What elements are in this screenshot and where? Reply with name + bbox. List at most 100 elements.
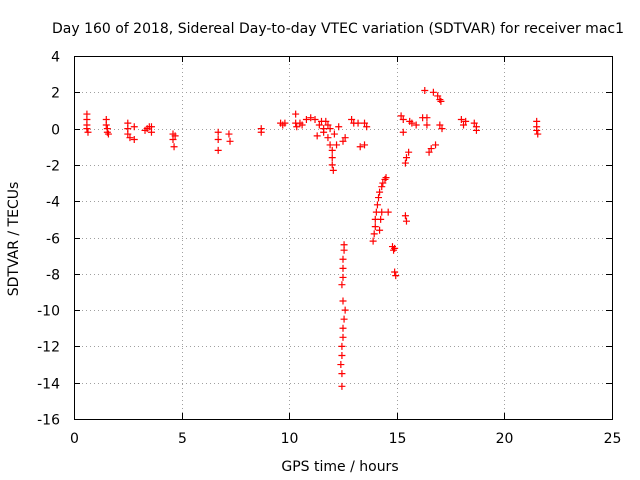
data-point [340, 315, 348, 323]
data-point [402, 154, 410, 162]
data-point [384, 208, 392, 216]
data-point [315, 121, 323, 129]
data-point [338, 281, 346, 289]
data-point [425, 148, 433, 156]
data-point [376, 188, 384, 196]
data-point [328, 161, 336, 169]
data-point [333, 141, 341, 149]
x-tick-label: 20 [496, 431, 514, 447]
data-point [361, 141, 369, 149]
y-tick-label: 4 [51, 50, 60, 66]
data-point [427, 145, 435, 153]
data-point [390, 246, 398, 254]
data-point [533, 126, 541, 134]
data-point [348, 116, 356, 124]
data-point [376, 226, 384, 234]
data-point [130, 123, 138, 131]
data-point [391, 244, 399, 252]
data-point [405, 148, 413, 156]
data-point [326, 141, 334, 149]
data-point [324, 134, 332, 142]
x-tick-label: 10 [281, 431, 299, 447]
data-point [392, 272, 400, 280]
data-point [470, 119, 478, 127]
y-tick-label: -12 [37, 340, 60, 356]
data-point [169, 135, 177, 143]
data-point [84, 128, 92, 136]
data-point [293, 123, 301, 131]
data-point [257, 128, 265, 136]
data-point [371, 223, 379, 231]
data-point [402, 217, 410, 225]
data-point [356, 143, 364, 151]
data-point [214, 146, 222, 154]
data-points [83, 86, 542, 390]
data-point [339, 324, 347, 332]
x-tick-label: 15 [389, 431, 407, 447]
data-point [214, 135, 222, 143]
data-point [382, 174, 390, 182]
data-point [421, 86, 429, 94]
axes [74, 56, 613, 420]
data-point [281, 119, 289, 127]
data-point [460, 121, 468, 129]
chart-title: Day 160 of 2018, Sidereal Day-to-day VTE… [52, 21, 624, 37]
data-point [326, 125, 334, 133]
data-point [124, 130, 132, 138]
data-point [378, 183, 386, 191]
data-point [338, 382, 346, 390]
x-tick-label: 25 [604, 431, 622, 447]
data-point [373, 201, 381, 209]
data-point [429, 88, 437, 96]
data-point [401, 159, 409, 167]
data-point [328, 146, 336, 154]
data-point [298, 121, 306, 129]
y-tick-label: -16 [37, 413, 60, 429]
data-point [399, 128, 407, 136]
data-point [311, 116, 319, 124]
data-point [379, 179, 387, 187]
data-point [170, 143, 178, 151]
data-point [338, 370, 346, 378]
data-point [412, 121, 420, 129]
data-point [534, 130, 542, 138]
data-point [434, 92, 442, 100]
data-point [436, 121, 444, 129]
data-point [339, 255, 347, 263]
data-point [361, 119, 369, 127]
data-point [322, 117, 330, 125]
data-point [302, 116, 310, 124]
data-point [399, 116, 407, 124]
data-point [330, 130, 338, 138]
data-point [377, 215, 385, 223]
data-point [339, 273, 347, 281]
data-point [339, 264, 347, 272]
data-point [324, 121, 332, 129]
data-point [103, 128, 111, 136]
data-point [462, 117, 470, 125]
data-point [338, 342, 346, 350]
data-point [339, 137, 347, 145]
data-point [147, 128, 155, 136]
data-point [130, 135, 138, 143]
data-point [292, 110, 300, 118]
data-point [370, 230, 378, 238]
data-point [378, 208, 386, 216]
data-point [328, 154, 336, 162]
data-point [338, 351, 346, 359]
data-point [171, 132, 179, 140]
x-tick-label: 5 [178, 431, 187, 447]
y-tick-label: -4 [46, 195, 60, 211]
data-point [313, 132, 321, 140]
data-point [226, 137, 234, 145]
data-point [126, 134, 134, 142]
data-point [307, 114, 315, 122]
data-point [102, 121, 110, 129]
data-point [369, 237, 377, 245]
data-point [438, 125, 446, 133]
data-point [472, 126, 480, 134]
data-point [339, 297, 347, 305]
data-point [340, 246, 348, 254]
data-point [437, 97, 445, 105]
